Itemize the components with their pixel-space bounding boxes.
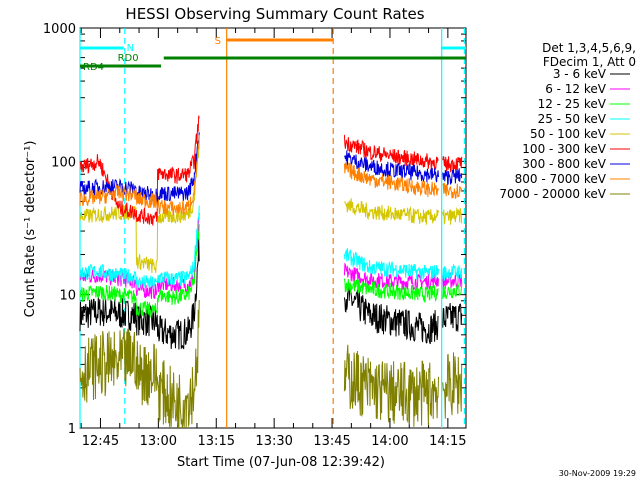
x-tick-label: 14:00 <box>371 434 408 449</box>
y-axis-label: Count Rate (s⁻¹ detector⁻¹) <box>23 141 38 318</box>
series-line <box>442 263 463 281</box>
x-tick-label: 13:30 <box>255 434 292 449</box>
series-line <box>343 262 439 291</box>
axes: 1 10 100 1000 12:45 13:00 13:15 13:30 13:45 14:00… <box>43 22 467 449</box>
series-25-50-keV <box>79 205 463 289</box>
y-tick-label: 1000 <box>43 22 76 37</box>
series-line <box>343 248 439 280</box>
series-line <box>79 299 200 429</box>
series-line <box>343 134 439 170</box>
series-line <box>442 302 463 332</box>
series-line <box>343 283 439 345</box>
y-tick-label: 100 <box>51 155 76 170</box>
x-tick-label: 14:15 <box>429 434 466 449</box>
series-12-25-keV <box>79 224 463 318</box>
legend-label: 800 - 7000 keV <box>515 172 607 186</box>
legend-label: 6 - 12 keV <box>545 82 607 96</box>
footer-date: 30-Nov-2009 19:29 <box>559 469 636 478</box>
series-line <box>442 168 463 186</box>
series-line <box>442 156 463 173</box>
flag-label-RD4: RD4 <box>83 62 104 73</box>
series-line <box>79 205 200 289</box>
legend-header: Det 1,3,4,5,6,9, <box>542 41 636 55</box>
x-tick-label: 13:00 <box>140 434 177 449</box>
legend-label: 50 - 100 keV <box>530 127 607 141</box>
legend-header: FDecim 1, Att 0 <box>543 55 636 69</box>
series-line <box>79 238 200 350</box>
series-7000-20000-keV <box>79 299 463 429</box>
y-tick-label: 10 <box>59 289 76 304</box>
legend-label: 7000 - 20000 keV <box>499 187 606 201</box>
series-line <box>343 161 439 198</box>
series-line <box>344 198 439 225</box>
x-axis-label: Start Time (07-Jun-08 12:39:42) <box>177 455 385 470</box>
series-line <box>79 134 200 216</box>
flag-label-N: N <box>127 43 134 54</box>
observing-flag-lines <box>79 28 466 428</box>
series-line <box>344 150 439 183</box>
series-50-100-keV <box>79 137 463 274</box>
series-line <box>343 278 439 303</box>
legend-label: 25 - 50 keV <box>538 112 607 126</box>
series-line <box>442 352 463 419</box>
flag-label-S: S <box>215 36 221 47</box>
legend-label: 3 - 6 keV <box>553 67 607 81</box>
legend-label: 300 - 800 keV <box>522 157 606 171</box>
series-line <box>79 132 200 203</box>
series-300-800-keV <box>79 132 463 203</box>
x-tick-label: 13:45 <box>313 434 350 449</box>
data-series <box>79 115 463 429</box>
x-tick-label: 13:15 <box>198 434 235 449</box>
series-line <box>79 137 200 274</box>
series-line <box>442 282 463 300</box>
series-line <box>79 115 200 227</box>
legend: Det 1,3,4,5,6,9,FDecim 1, Att 03 - 6 keV… <box>499 41 636 201</box>
series-line <box>79 224 200 318</box>
chart-title: HESSI Observing Summary Count Rates <box>125 5 424 23</box>
series-800-7000-keV <box>79 134 463 216</box>
series-line <box>343 344 439 427</box>
legend-label: 100 - 300 keV <box>522 142 606 156</box>
x-tick-label: 12:45 <box>82 434 119 449</box>
series-line <box>442 182 463 199</box>
series-line <box>442 206 463 225</box>
y-tick-label: 1 <box>68 422 76 437</box>
legend-label: 12 - 25 keV <box>538 97 607 111</box>
series-3-6-keV <box>79 238 463 350</box>
series-100-300-keV <box>79 115 463 227</box>
flag-label-RD0: RD0 <box>118 53 139 64</box>
